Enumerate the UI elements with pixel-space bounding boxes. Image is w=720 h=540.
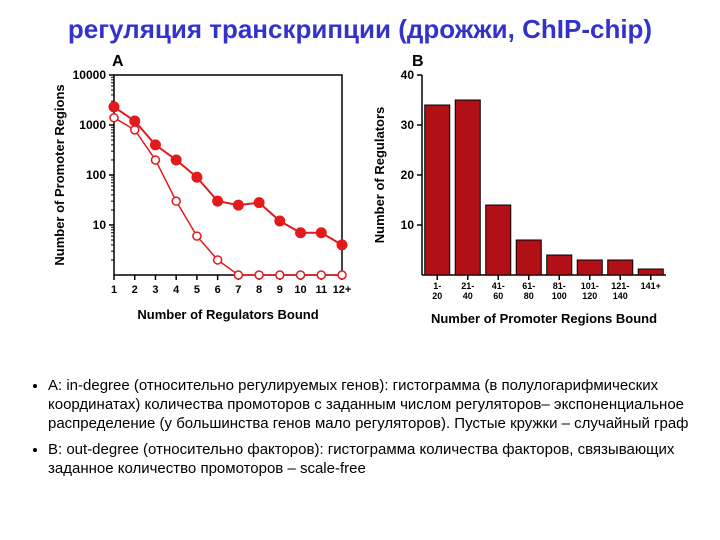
svg-text:1-: 1- <box>433 281 441 291</box>
svg-text:100: 100 <box>552 291 567 301</box>
svg-text:7: 7 <box>235 284 241 296</box>
svg-text:21-: 21- <box>461 281 474 291</box>
svg-text:1: 1 <box>111 284 117 296</box>
chart-a-box: A 10 100 1000 10000 1 2 3 4 5 6 7 8 9 10 11 12+ Number o… <box>44 53 354 338</box>
svg-text:8: 8 <box>256 284 262 296</box>
svg-text:120: 120 <box>582 291 597 301</box>
svg-text:Number of Regulators Bound: Number of Regulators Bound <box>137 307 318 322</box>
bullet-b: B: out-degree (относительно факторов): г… <box>48 440 696 478</box>
svg-text:10: 10 <box>401 218 415 232</box>
svg-text:Number of Regulators: Number of Regulators <box>372 107 387 244</box>
svg-text:Number of Promoter Regions: Number of Promoter Regions <box>52 84 67 265</box>
svg-text:10: 10 <box>93 218 107 232</box>
svg-text:11: 11 <box>315 284 327 296</box>
svg-text:5: 5 <box>194 284 200 296</box>
svg-text:80: 80 <box>524 291 534 301</box>
svg-text:41-: 41- <box>492 281 505 291</box>
bullet-a: A: in-degree (относительно регулируемых … <box>48 376 696 434</box>
svg-text:30: 30 <box>401 118 415 132</box>
svg-text:10: 10 <box>294 284 306 296</box>
svg-text:100: 100 <box>86 168 106 182</box>
svg-text:140: 140 <box>613 291 628 301</box>
svg-text:6: 6 <box>215 284 221 296</box>
svg-text:1000: 1000 <box>79 118 106 132</box>
svg-text:20: 20 <box>432 291 442 301</box>
svg-text:2: 2 <box>132 284 138 296</box>
svg-text:10000: 10000 <box>73 68 107 82</box>
slide-title: регуляция транскрипции (дрожжи, ChIP-chi… <box>0 0 720 45</box>
chart-b-box: B 102030401-2021-4041-6061-8081-100101-1… <box>366 53 676 338</box>
svg-text:4: 4 <box>173 284 180 296</box>
chart-b: 102030401-2021-4041-6061-8081-100101-120… <box>366 53 676 333</box>
svg-text:61-: 61- <box>522 281 535 291</box>
svg-text:3: 3 <box>152 284 158 296</box>
slide: регуляция транскрипции (дрожжи, ChIP-chi… <box>0 0 720 540</box>
svg-text:60: 60 <box>493 291 503 301</box>
svg-text:9: 9 <box>277 284 283 296</box>
svg-text:141+: 141+ <box>641 281 661 291</box>
svg-text:40: 40 <box>463 291 473 301</box>
bullets: A: in-degree (относительно регулируемых … <box>28 376 696 484</box>
panel-b-label: B <box>412 53 424 71</box>
svg-text:12+: 12+ <box>333 284 352 296</box>
svg-text:101-: 101- <box>581 281 599 291</box>
panel-a-label: A <box>112 53 124 71</box>
chart-a: 10 100 1000 10000 1 2 3 4 5 6 7 8 9 10 11 12+ Number of … <box>44 53 354 333</box>
svg-text:20: 20 <box>401 168 415 182</box>
svg-text:81-: 81- <box>553 281 566 291</box>
svg-text:121-: 121- <box>611 281 629 291</box>
svg-text:Number of Promoter Regions Bou: Number of Promoter Regions Bound <box>431 311 657 326</box>
charts-row: A 10 100 1000 10000 1 2 3 4 5 6 7 8 9 10 11 12+ Number o… <box>0 53 720 338</box>
